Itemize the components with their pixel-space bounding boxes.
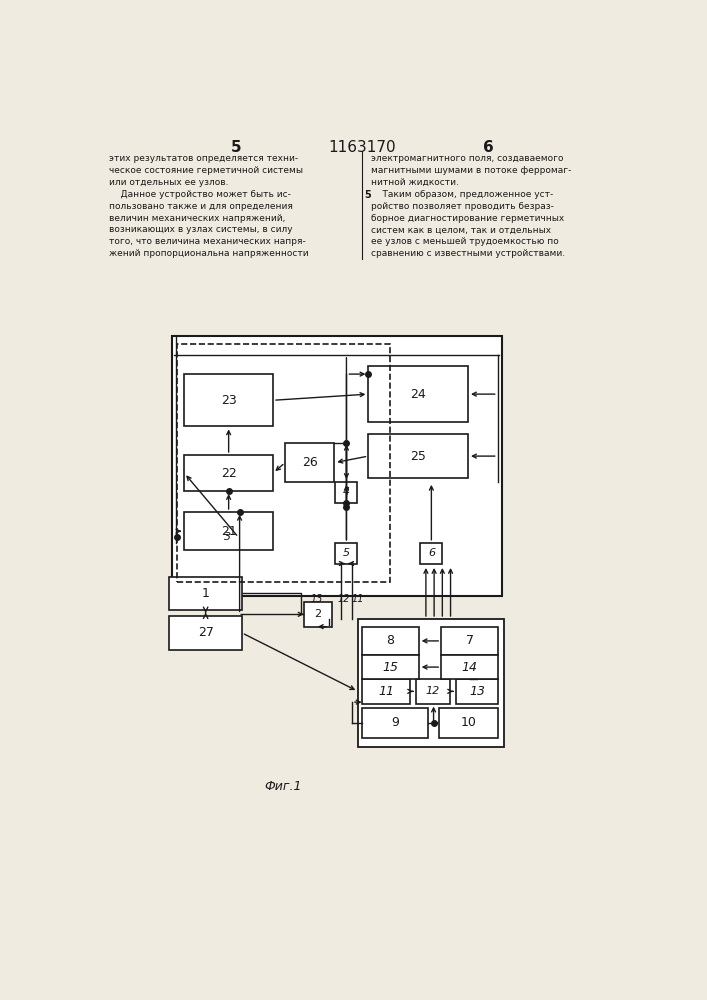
Text: 12: 12 bbox=[337, 594, 350, 604]
Bar bbox=[362, 708, 428, 738]
Text: 6: 6 bbox=[483, 140, 493, 155]
Text: 6: 6 bbox=[428, 548, 435, 558]
Bar bbox=[304, 602, 332, 627]
Text: ее узлов с меньшей трудоемкостью по: ее узлов с меньшей трудоемкостью по bbox=[370, 237, 559, 246]
Text: ройство позволяет проводить безраз-: ройство позволяет проводить безраз- bbox=[370, 202, 554, 211]
Text: 8: 8 bbox=[386, 634, 395, 647]
Text: 5: 5 bbox=[231, 140, 242, 155]
Text: или отдельных ее узлов.: или отдельных ее узлов. bbox=[109, 178, 228, 187]
Bar bbox=[170, 616, 242, 650]
Bar bbox=[441, 627, 498, 655]
Text: борное диагностирование герметичных: борное диагностирование герметичных bbox=[370, 214, 563, 223]
Bar bbox=[421, 543, 443, 564]
Text: 25: 25 bbox=[410, 450, 426, 463]
Bar bbox=[177, 344, 390, 582]
Bar bbox=[172, 336, 502, 596]
Text: пользовано также и для определения: пользовано также и для определения bbox=[109, 202, 293, 211]
Text: 5: 5 bbox=[364, 190, 370, 200]
Text: 26: 26 bbox=[302, 456, 317, 469]
Text: Данное устройство может быть ис-: Данное устройство может быть ис- bbox=[109, 190, 291, 199]
Text: 13: 13 bbox=[310, 594, 323, 604]
Bar bbox=[216, 528, 238, 547]
Bar bbox=[439, 708, 498, 738]
Text: 10: 10 bbox=[461, 716, 477, 729]
Bar bbox=[368, 434, 468, 478]
Bar bbox=[185, 374, 273, 426]
Text: 1163170: 1163170 bbox=[329, 140, 396, 155]
Text: нитной жидкости.: нитной жидкости. bbox=[370, 178, 458, 187]
Bar bbox=[456, 679, 498, 704]
Text: электромагнитного поля, создаваемого: электромагнитного поля, создаваемого bbox=[370, 154, 563, 163]
Text: 11: 11 bbox=[351, 594, 363, 604]
Bar bbox=[441, 655, 498, 679]
Text: 23: 23 bbox=[221, 394, 237, 407]
Text: 24: 24 bbox=[410, 388, 426, 401]
Bar bbox=[336, 543, 358, 564]
Bar bbox=[358, 619, 503, 747]
Text: 12: 12 bbox=[426, 686, 440, 696]
Text: 15: 15 bbox=[382, 661, 398, 674]
Bar bbox=[362, 679, 410, 704]
Text: 22: 22 bbox=[221, 467, 237, 480]
Text: 9: 9 bbox=[391, 716, 399, 729]
Text: возникающих в узлах системы, в силу: возникающих в узлах системы, в силу bbox=[109, 225, 293, 234]
Text: того, что величина механических напря-: того, что величина механических напря- bbox=[109, 237, 306, 246]
Text: ческое состояние герметичной системы: ческое состояние герметичной системы bbox=[109, 166, 303, 175]
Text: 21: 21 bbox=[221, 525, 237, 538]
Text: сравнению с известными устройствами.: сравнению с известными устройствами. bbox=[370, 249, 565, 258]
Text: этих результатов определяется техни-: этих результатов определяется техни- bbox=[109, 154, 298, 163]
Text: 4: 4 bbox=[343, 487, 350, 497]
Text: 7: 7 bbox=[466, 634, 474, 647]
Text: Фиг.1: Фиг.1 bbox=[264, 780, 302, 793]
Text: 27: 27 bbox=[198, 626, 214, 639]
Bar bbox=[185, 512, 273, 550]
Bar bbox=[170, 577, 242, 610]
Text: магнитными шумами в потоке ферромаг-: магнитными шумами в потоке ферромаг- bbox=[370, 166, 571, 175]
Text: жений пропорциональна напряженности: жений пропорциональна напряженности bbox=[109, 249, 309, 258]
Text: величин механических напряжений,: величин механических напряжений, bbox=[109, 214, 286, 223]
Text: Таким образом, предложенное уст-: Таким образом, предложенное уст- bbox=[370, 190, 553, 199]
Bar bbox=[336, 482, 358, 503]
Bar bbox=[185, 455, 273, 491]
Text: систем как в целом, так и отдельных: систем как в целом, так и отдельных bbox=[370, 225, 551, 234]
Text: 14: 14 bbox=[462, 661, 478, 674]
Bar bbox=[368, 366, 468, 422]
Text: 1: 1 bbox=[201, 587, 209, 600]
Bar bbox=[416, 679, 450, 704]
Text: 3: 3 bbox=[224, 532, 231, 542]
Text: 2: 2 bbox=[314, 609, 321, 619]
Text: 13: 13 bbox=[469, 685, 485, 698]
Bar bbox=[362, 627, 419, 655]
Text: 11: 11 bbox=[378, 685, 394, 698]
Text: 5: 5 bbox=[343, 548, 350, 558]
Bar bbox=[285, 443, 334, 482]
Bar bbox=[362, 655, 419, 679]
